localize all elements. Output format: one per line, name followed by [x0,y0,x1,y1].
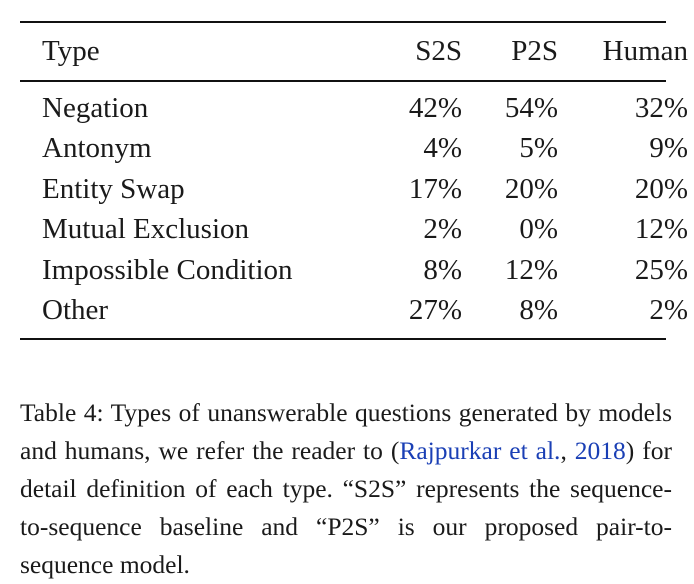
cell-s2s: 2% [423,213,462,246]
table-header-rule [20,80,666,82]
table-row: Entity Swap 17% 20% 20% [20,169,694,210]
table-bottom-rule [20,338,666,340]
cell-p2s: 8% [519,294,558,327]
caption-text-sep: , [560,435,575,465]
table-row: Impossible Condition 8% 12% 25% [20,250,694,291]
citation-year-link[interactable]: 2018 [574,435,626,465]
cell-p2s: 20% [504,172,558,205]
table-row: Other 27% 8% 2% [20,291,694,332]
cell-p2s: 0% [519,213,558,246]
caption-text-start: Table 4: Types of unanswerable questions… [20,397,672,465]
cell-type: Impossible Condition [42,253,293,286]
citation-author-link[interactable]: Rajpurkar et al. [399,435,561,465]
header-type: Type [42,35,100,67]
cell-human: 32% [634,91,688,124]
cell-type: Mutual Exclusion [42,213,250,246]
cell-human: 20% [634,172,688,205]
cell-human: 2% [649,294,688,327]
cell-s2s: 27% [408,294,462,327]
cell-human: 9% [649,132,688,165]
table-row: Mutual Exclusion 2% 0% 12% [20,210,694,251]
cell-p2s: 5% [519,132,558,165]
header-s2s: S2S [415,35,462,67]
cell-s2s: 17% [408,172,462,205]
header-p2s: P2S [511,35,558,67]
table-caption: Table 4: Types of unanswerable questions… [20,394,672,584]
cell-type: Other [42,294,109,327]
cell-p2s: 54% [504,91,558,124]
cell-s2s: 4% [423,132,462,165]
table-top-rule [20,21,666,23]
header-human: Human [602,35,688,67]
table-header-row: Type S2S P2S Human [20,23,694,80]
cell-p2s: 12% [504,253,558,286]
cell-s2s: 8% [423,253,462,286]
cell-type: Antonym [42,132,152,165]
unanswerable-types-table: Type S2S P2S Human Negation 42% 54% 32% … [20,23,694,331]
cell-s2s: 42% [408,91,462,124]
table-row: Negation 42% 54% 32% [20,80,694,129]
table-row: Antonym 4% 5% 9% [20,129,694,170]
cell-type: Entity Swap [42,172,185,205]
cell-type: Negation [42,91,149,124]
cell-human: 12% [634,213,688,246]
cell-human: 25% [634,253,688,286]
